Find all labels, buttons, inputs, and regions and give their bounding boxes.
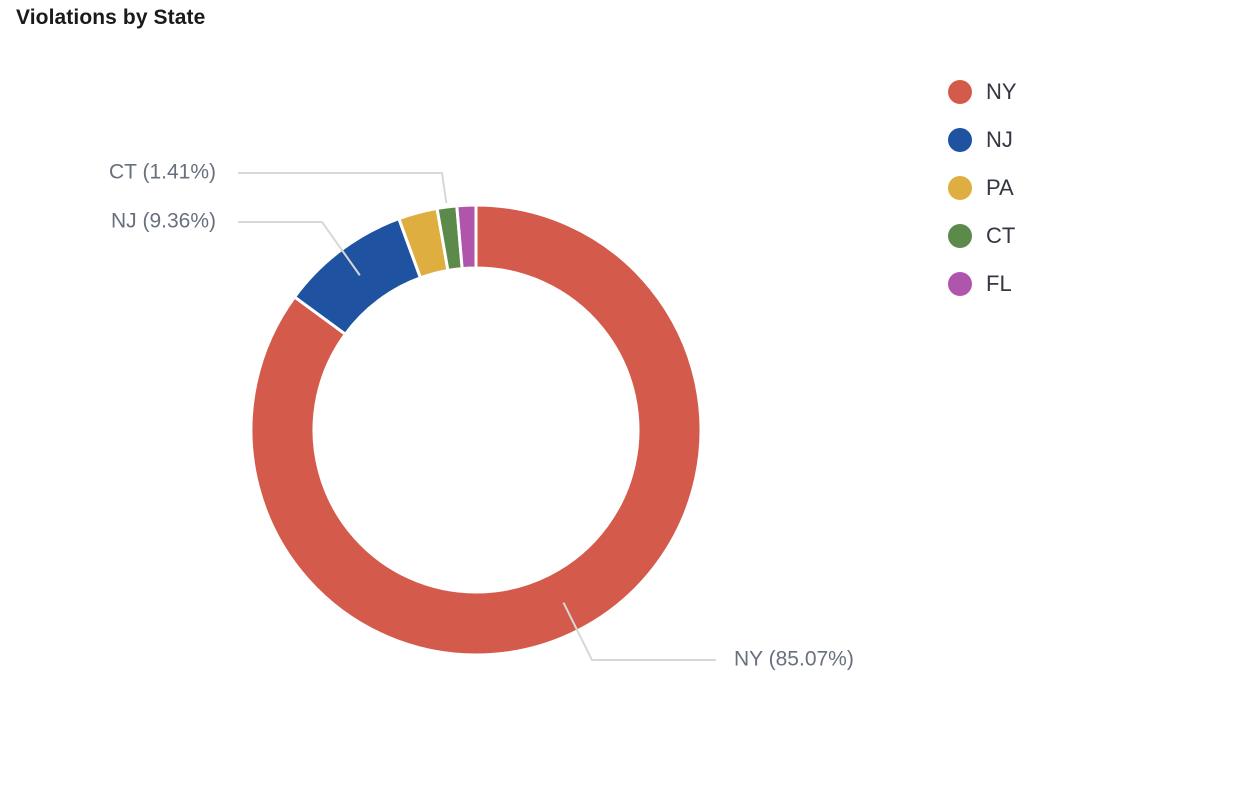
chart-title: Violations by State	[16, 6, 206, 29]
callout-label-ct: CT (1.41%)	[109, 161, 216, 184]
legend-item-ny[interactable]: NY	[948, 68, 1017, 116]
legend-label: PA	[986, 175, 1014, 200]
slice-ny[interactable]	[249, 203, 703, 657]
callout-label-ny: NY (85.07%)	[734, 648, 854, 671]
legend-swatch	[948, 176, 972, 200]
donut-slices	[249, 203, 703, 657]
legend-item-ct[interactable]: CT	[948, 212, 1017, 260]
legend-swatch	[948, 224, 972, 248]
legend-item-fl[interactable]: FL	[948, 260, 1017, 308]
callout-line-ct	[238, 172, 448, 204]
callout-label-nj: NJ (9.36%)	[111, 210, 216, 233]
legend-label: CT	[986, 223, 1016, 248]
chart-legend: NY NJ PA CT FL	[948, 68, 1017, 308]
legend-swatch	[948, 272, 972, 296]
legend-label: FL	[986, 271, 1012, 296]
legend-item-pa[interactable]: PA	[948, 164, 1017, 212]
callout-line-nj	[238, 221, 361, 276]
callout-line-ny	[562, 602, 716, 661]
legend-item-nj[interactable]: NJ	[948, 116, 1017, 164]
legend-swatch	[948, 80, 972, 104]
legend-label: NJ	[986, 127, 1013, 152]
legend-swatch	[948, 128, 972, 152]
legend-label: NY	[986, 79, 1017, 104]
slice-fl[interactable]	[455, 203, 478, 271]
slice-callouts: NY (85.07%) NJ (9.36%) CT (1.41%)	[109, 161, 854, 671]
